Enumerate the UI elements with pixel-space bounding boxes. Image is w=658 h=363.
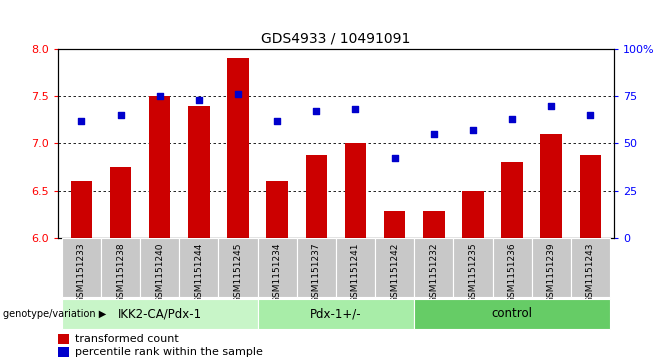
Text: control: control	[492, 307, 532, 321]
Bar	[453, 238, 493, 297]
Text: GSM1151244: GSM1151244	[194, 242, 203, 303]
Text: GSM1151243: GSM1151243	[586, 242, 595, 303]
Bar	[62, 299, 257, 329]
Bar	[571, 238, 610, 297]
Text: GSM1151238: GSM1151238	[116, 242, 125, 303]
Bar	[345, 143, 367, 238]
Text: GSM1151235: GSM1151235	[468, 242, 478, 303]
Text: percentile rank within the sample: percentile rank within the sample	[74, 347, 263, 357]
Point	[76, 118, 87, 124]
Bar	[227, 58, 249, 238]
Bar	[58, 347, 69, 358]
Bar	[462, 191, 484, 238]
Point	[350, 106, 361, 112]
Point	[311, 109, 322, 114]
Bar	[257, 238, 297, 297]
Bar	[580, 155, 601, 238]
Bar	[101, 238, 140, 297]
Bar	[305, 155, 327, 238]
Title: GDS4933 / 10491091: GDS4933 / 10491091	[261, 31, 411, 45]
Text: GSM1151234: GSM1151234	[272, 242, 282, 303]
Bar	[540, 134, 562, 238]
Bar	[188, 106, 210, 238]
Point	[155, 93, 165, 99]
Bar	[384, 211, 405, 238]
Point	[507, 116, 517, 122]
Bar	[179, 238, 218, 297]
Point	[546, 103, 557, 109]
Text: GSM1151240: GSM1151240	[155, 242, 164, 303]
Bar	[501, 162, 523, 238]
Point	[390, 156, 400, 162]
Bar	[415, 299, 610, 329]
Point	[272, 118, 282, 124]
Bar	[149, 96, 170, 238]
Text: GSM1151237: GSM1151237	[312, 242, 321, 303]
Text: transformed count: transformed count	[74, 334, 178, 344]
Point	[468, 127, 478, 133]
Bar	[375, 238, 415, 297]
Bar	[62, 238, 101, 297]
Bar	[423, 211, 445, 238]
Text: IKK2-CA/Pdx-1: IKK2-CA/Pdx-1	[118, 307, 202, 321]
Bar	[297, 238, 336, 297]
Point	[233, 91, 243, 97]
Bar	[336, 238, 375, 297]
Bar	[58, 334, 69, 344]
Bar	[110, 167, 132, 238]
Text: GSM1151233: GSM1151233	[77, 242, 86, 303]
Text: GSM1151239: GSM1151239	[547, 242, 556, 303]
Text: GSM1151236: GSM1151236	[507, 242, 517, 303]
Point	[193, 97, 204, 103]
Text: GSM1151241: GSM1151241	[351, 242, 360, 303]
Point	[428, 131, 439, 137]
Point	[585, 112, 595, 118]
Bar	[257, 299, 415, 329]
Text: GSM1151232: GSM1151232	[429, 242, 438, 303]
Bar	[140, 238, 179, 297]
Bar	[266, 181, 288, 238]
Text: GSM1151245: GSM1151245	[234, 242, 243, 303]
Text: Pdx-1+/-: Pdx-1+/-	[310, 307, 362, 321]
Bar	[218, 238, 257, 297]
Bar	[493, 238, 532, 297]
Point	[115, 112, 126, 118]
Text: genotype/variation ▶: genotype/variation ▶	[3, 309, 107, 319]
Bar	[415, 238, 453, 297]
Text: GSM1151242: GSM1151242	[390, 242, 399, 303]
Bar	[532, 238, 571, 297]
Bar	[70, 181, 92, 238]
